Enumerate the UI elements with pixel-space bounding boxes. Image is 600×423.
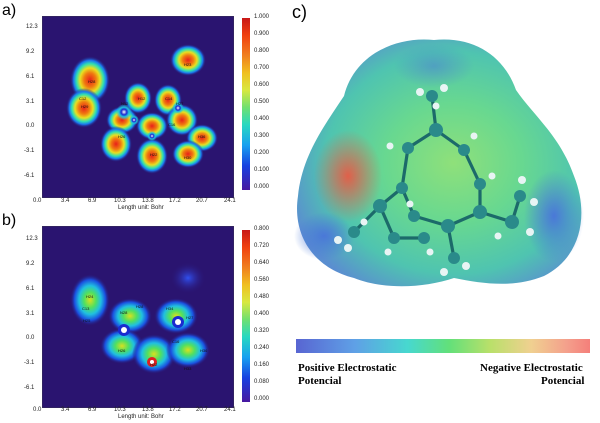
x-tick: 17.2 [169,407,181,413]
x-tick: 24.1 [224,407,236,413]
x-tick: 0.0 [33,407,42,413]
colorbar-tick: 0.800 [254,226,270,232]
molecule-carbons [348,90,526,264]
y-tick: 9.2 [26,49,35,55]
panel-label-c: c) [292,2,307,22]
x-tick: 10.3 [114,407,126,413]
atom-label: H23 [184,62,192,67]
atom-label: C13 [82,306,90,311]
atom-label: C16 [172,339,180,344]
legend-negative-line2: Potencial [541,375,585,387]
atom-label: C12 [79,96,87,101]
colorbar-tick: 0.640 [254,260,270,266]
y-tick: -6.1 [24,173,35,179]
colorbar-tick: 0.800 [254,48,270,54]
y-tick: 9.2 [26,261,35,267]
atom-label: H22 [150,152,158,157]
elf-map-a [42,16,234,198]
y-tick: 6.1 [26,286,35,292]
colorbar-b [242,230,250,402]
axis-unit-label: Length unit: Bohr [118,205,164,211]
legend-negative-line1: Negative Electrostatic [480,362,583,374]
y-tick: 0.0 [26,123,35,129]
colorbar-tick: 0.000 [254,184,270,190]
colorbar-tick: 0.400 [254,311,270,317]
esp-color-scale [296,339,590,353]
colorbar-tick: 0.700 [254,65,270,71]
legend-positive-line2: Potencial [298,375,342,387]
colorbar-tick: 0.000 [254,396,270,402]
colorbar-tick: 0.200 [254,150,270,156]
atom-label: H29 [81,104,89,109]
x-tick: 13.8 [142,407,154,413]
axis-unit-label: Length unit: Bohr [118,414,164,420]
y-tick: 3.1 [26,311,35,317]
y-tick: -3.1 [24,360,35,366]
colorbar-tick: 0.500 [254,99,270,105]
atom-label: H30 [184,155,192,160]
y-tick: -6.1 [24,385,35,391]
x-tick: 3.4 [61,407,70,413]
elf-lobes [70,262,210,374]
colorbar-tick: 0.320 [254,328,270,334]
atom-label: H36 [200,348,208,353]
atom-label: C14 [165,96,173,101]
atom-label: H26 [118,134,126,139]
y-tick: 6.1 [26,74,35,80]
colorbar-tick: 0.240 [254,345,270,351]
x-tick: 6.9 [88,198,97,204]
x-tick: 13.8 [142,198,154,204]
x-tick: 20.7 [196,198,208,204]
y-tick: 0.0 [26,335,35,341]
electrostatic-potential-surface [294,39,584,287]
y-tick: 3.1 [26,99,35,105]
colorbar-tick: 0.160 [254,362,270,368]
x-tick: 10.3 [114,198,126,204]
atom-label: H28 [88,79,96,84]
colorbar-a [242,18,250,190]
y-tick: 12.3 [26,236,38,242]
atom-label: H28 [136,304,144,309]
atom-label: H24 [86,294,94,299]
atom-label: H34 [166,306,174,311]
colorbar-tick: 0.080 [254,379,270,385]
colorbar-tick: 0.480 [254,294,270,300]
colorbar-tick: 0.900 [254,31,270,37]
legend-positive-line1: Positive Electrostatic [298,362,397,374]
atom-label: C16 [168,122,176,127]
atom-label: H25 [83,318,91,323]
atom-label: N12 [121,101,129,106]
colorbar-tick: 0.600 [254,82,270,88]
colorbar-tick: 0.720 [254,243,270,249]
colorbar-tick: 0.300 [254,133,270,139]
x-tick: 17.2 [169,198,181,204]
y-tick: -3.1 [24,148,35,154]
x-tick: 3.4 [61,198,70,204]
molecule-hydrogens [334,84,538,276]
panel-label-b: b) [2,212,17,229]
elf-map-b [42,226,234,408]
atom-label: H36 [198,134,206,139]
atom-label: H27 [186,315,194,320]
panel-label-a: a) [2,2,17,19]
atom-label: H33 [184,366,192,371]
x-tick: 20.7 [196,407,208,413]
elf-lobes [66,44,218,174]
atom-label: H12 [138,96,146,101]
x-tick: 6.9 [88,407,97,413]
atom-label: H22 [150,362,158,367]
colorbar-tick: 1.000 [254,14,270,20]
x-tick: 0.0 [33,198,42,204]
x-tick: 24.1 [224,198,236,204]
y-tick: 12.3 [26,24,38,30]
colorbar-tick: 0.100 [254,167,270,173]
atom-label: H27 [176,101,184,106]
atom-label: N28 [120,310,128,315]
atom-label: H26 [118,348,126,353]
colorbar-tick: 0.560 [254,277,270,283]
colorbar-tick: 0.400 [254,116,270,122]
